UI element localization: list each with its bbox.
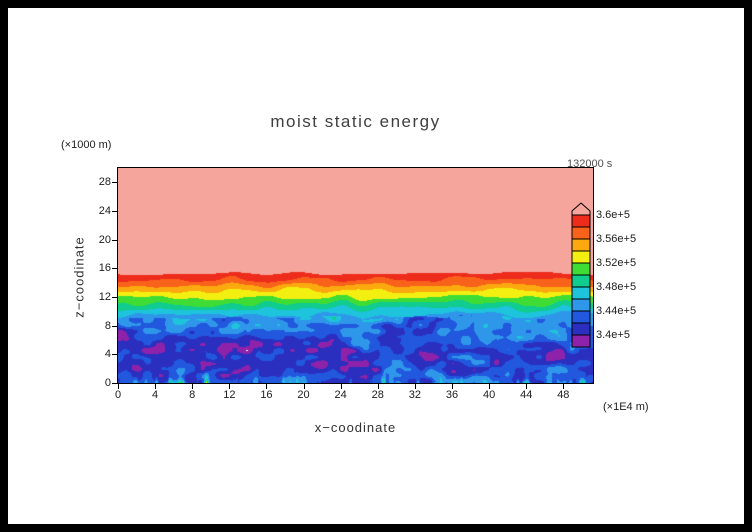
- colorbar-cell: [571, 322, 591, 336]
- x-tick-mark: [526, 384, 528, 389]
- colorbar-cell: [571, 274, 591, 288]
- y-axis-unit-label: (×1000 m): [61, 139, 112, 151]
- x-tick-mark: [192, 384, 194, 389]
- x-tick-mark: [229, 384, 231, 389]
- colorbar: [571, 202, 591, 348]
- y-tick-mark: [112, 268, 117, 270]
- colorbar-tick-label: 3.6e+5: [596, 209, 630, 221]
- colorbar-cell: [571, 286, 591, 300]
- x-axis-unit-label: (×1E4 m): [603, 401, 649, 413]
- y-tick-mark: [112, 383, 117, 384]
- y-tick-mark: [112, 239, 117, 241]
- colorbar-cell: [571, 226, 591, 240]
- y-tick-label: 4: [104, 348, 111, 361]
- chart-title: moist static energy: [270, 112, 441, 131]
- colorbar-tick-label: 3.44e+5: [596, 305, 637, 317]
- x-tick-mark: [340, 384, 342, 389]
- x-tick-mark: [414, 384, 416, 389]
- x-tick-label: 40: [482, 389, 496, 401]
- x-tick-label: 0: [114, 389, 122, 401]
- colorbar-tick-label: 3.56e+5: [596, 233, 637, 245]
- y-tick-mark: [112, 182, 117, 184]
- y-tick-mark: [112, 211, 117, 212]
- x-tick-mark: [303, 384, 305, 389]
- x-tick-label: 8: [189, 389, 196, 401]
- x-tick-mark: [563, 384, 565, 389]
- x-tick-label: 12: [223, 389, 236, 401]
- x-tick-label: 16: [260, 389, 273, 401]
- x-tick-label: 32: [408, 389, 421, 401]
- x-tick-label: 4: [152, 389, 159, 401]
- x-tick-mark: [155, 384, 157, 389]
- y-tick-mark: [112, 297, 117, 298]
- colorbar-tick-label: 3.4e+5: [596, 329, 630, 341]
- colorbar-cell: [571, 238, 591, 252]
- x-tick-mark: [118, 384, 119, 389]
- y-axis-title: z−coodinate: [71, 236, 87, 318]
- y-tick-label: 12: [98, 291, 111, 303]
- x-tick-mark: [266, 384, 268, 389]
- y-tick-label: 8: [104, 319, 111, 332]
- x-tick-label: 48: [557, 389, 570, 401]
- colorbar-cell: [571, 310, 591, 324]
- colorbar-over-cell: [571, 202, 591, 216]
- colorbar-cell: [571, 298, 591, 312]
- colorbar-cell: [571, 250, 591, 264]
- x-tick-mark: [451, 384, 453, 389]
- colorbar-cell: [571, 214, 591, 228]
- x-tick-label: 24: [334, 389, 347, 401]
- time-label: 132000 s: [567, 158, 613, 170]
- x-tick-mark: [489, 384, 491, 389]
- heatmap-field: [117, 167, 594, 384]
- x-tick-label: 36: [445, 389, 459, 401]
- x-tick-label: 20: [297, 389, 310, 401]
- x-tick-label: 28: [371, 389, 384, 401]
- x-tick-mark: [377, 384, 379, 389]
- y-tick-label: 0: [104, 377, 111, 389]
- y-tick-mark: [112, 325, 117, 327]
- y-tick-mark: [112, 354, 117, 356]
- colorbar-cell: [571, 262, 591, 276]
- y-tick-label: 16: [98, 262, 111, 275]
- x-tick-label: 44: [520, 389, 533, 401]
- colorbar-cell: [571, 334, 591, 348]
- colorbar-tick-label: 3.48e+5: [596, 281, 637, 293]
- y-tick-label: 20: [98, 233, 111, 246]
- x-axis-title: x−coodinate: [314, 420, 397, 435]
- y-tick-label: 28: [98, 176, 111, 189]
- colorbar-tick-label: 3.52e+5: [596, 257, 637, 269]
- y-tick-label: 24: [98, 205, 111, 217]
